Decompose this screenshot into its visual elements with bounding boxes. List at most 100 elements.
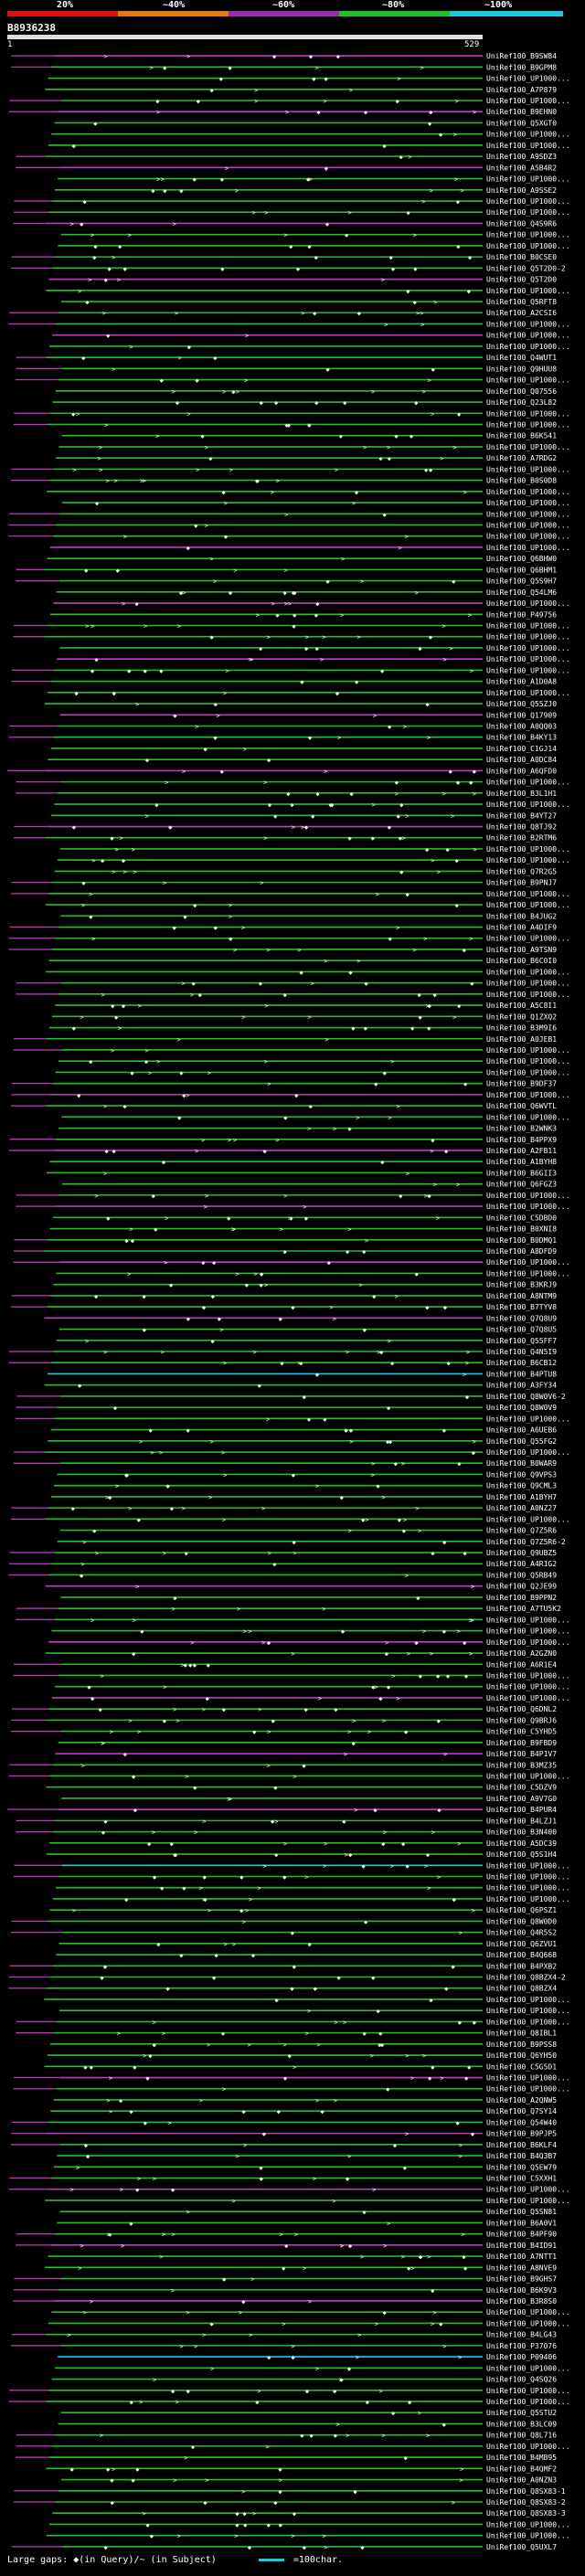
hit-label[interactable]: UniRef100_UP1000... xyxy=(486,2197,570,2205)
hit-label[interactable]: UniRef100_UP1000... xyxy=(486,488,570,496)
hit-label[interactable]: UniRef100_UP1000... xyxy=(486,1694,570,1702)
hit-label[interactable]: UniRef100_UP1000... xyxy=(486,2007,570,2015)
hit-label[interactable]: UniRef100_Q6WVTL xyxy=(486,1102,557,1110)
hit-label[interactable]: UniRef100_Q2JE99 xyxy=(486,1583,557,1591)
hit-label[interactable]: UniRef100_UP1000... xyxy=(486,2387,570,2395)
hit-label[interactable]: UniRef100_UP1000... xyxy=(486,1068,570,1076)
hit-label[interactable]: UniRef100_Q7SY14 xyxy=(486,2107,557,2115)
hit-label[interactable]: UniRef100_Q4S9R6 xyxy=(486,219,557,228)
hit-label[interactable]: UniRef100_Q9VPS3 xyxy=(486,1470,557,1479)
hit-label[interactable]: UniRef100_B6GII3 xyxy=(486,1169,557,1177)
hit-label[interactable]: UniRef100_Q6ZVU1 xyxy=(486,1940,557,1948)
hit-label[interactable]: UniRef100_B6KLF4 xyxy=(486,2141,557,2149)
hit-label[interactable]: UniRef100_B4Q668 xyxy=(486,1951,557,1959)
hit-label[interactable]: UniRef100_B9PJP5 xyxy=(486,2130,557,2138)
hit-label[interactable]: UniRef100_Q55ZJ0 xyxy=(486,700,557,708)
hit-label[interactable]: UniRef100_P09406 xyxy=(486,2353,557,2361)
hit-label[interactable]: UniRef100_UP1000... xyxy=(486,655,570,663)
hit-label[interactable]: UniRef100_UP1000... xyxy=(486,1872,570,1881)
hit-label[interactable]: UniRef100_UP1000... xyxy=(486,845,570,853)
hit-label[interactable]: UniRef100_Q5XGT0 xyxy=(486,119,557,127)
hit-label[interactable]: UniRef100_Q6YH50 xyxy=(486,2051,557,2060)
hit-label[interactable]: UniRef100_P49756 xyxy=(486,610,557,619)
hit-label[interactable]: UniRef100_A4R1G2 xyxy=(486,1560,557,1568)
hit-label[interactable]: UniRef100_UP1000... xyxy=(486,1627,570,1636)
hit-label[interactable]: UniRef100_B3L1H1 xyxy=(486,790,557,798)
hit-label[interactable]: UniRef100_Q5S1H4 xyxy=(486,1850,557,1859)
hit-label[interactable]: UniRef100_B9GHS7 xyxy=(486,2275,557,2284)
hit-label[interactable]: UniRef100_Q4SQ26 xyxy=(486,2376,557,2384)
hit-label[interactable]: UniRef100_B9PPN2 xyxy=(486,1594,557,1602)
hit-label[interactable]: UniRef100_A0JEB1 xyxy=(486,1035,557,1044)
hit-label[interactable]: UniRef100_B9EHN0 xyxy=(486,108,557,116)
hit-label[interactable]: UniRef100_UP1000... xyxy=(486,2319,570,2327)
hit-label[interactable]: UniRef100_A9SDZ3 xyxy=(486,153,557,161)
hit-label[interactable]: UniRef100_UP1000... xyxy=(486,544,570,552)
hit-label[interactable]: UniRef100_C5XXH1 xyxy=(486,2175,557,2183)
hit-label[interactable]: UniRef100_B4MB95 xyxy=(486,2454,557,2462)
hit-label[interactable]: UniRef100_UP1000... xyxy=(486,779,570,787)
hit-label[interactable]: UniRef100_UP1000... xyxy=(486,1448,570,1457)
hit-label[interactable]: UniRef100_A7TU5K2 xyxy=(486,1605,561,1613)
hit-label[interactable]: UniRef100_B3R8S0 xyxy=(486,2297,557,2306)
hit-label[interactable]: UniRef100_UP1000... xyxy=(486,1415,570,1423)
hit-label[interactable]: UniRef100_UP1000... xyxy=(486,890,570,898)
hit-label[interactable]: UniRef100_B0CSE0 xyxy=(486,253,557,261)
hit-label[interactable]: UniRef100_UP1000... xyxy=(486,935,570,943)
hit-label[interactable]: UniRef100_UP1000... xyxy=(486,131,570,139)
hit-label[interactable]: UniRef100_A6QFD0 xyxy=(486,767,557,775)
hit-label[interactable]: UniRef100_A9TSN9 xyxy=(486,946,557,954)
hit-label[interactable]: UniRef100_A8DFD9 xyxy=(486,1247,557,1256)
hit-label[interactable]: UniRef100_Q8BZX4-2 xyxy=(486,1974,566,1982)
hit-label[interactable]: UniRef100_UP1000... xyxy=(486,521,570,529)
hit-label[interactable]: UniRef100_B0XNI8 xyxy=(486,1225,557,1234)
hit-label[interactable]: UniRef100_UP1000... xyxy=(486,142,570,150)
hit-label[interactable]: UniRef100_Q9CML3 xyxy=(486,1482,557,1490)
hit-label[interactable]: UniRef100_B4KY13 xyxy=(486,734,557,742)
hit-label[interactable]: UniRef100_B0WAR9 xyxy=(486,1459,557,1468)
hit-label[interactable]: UniRef100_B2RTM6 xyxy=(486,834,557,843)
hit-label[interactable]: UniRef100_UP1000... xyxy=(486,2186,570,2194)
hit-label[interactable]: UniRef100_Q8SX83-2 xyxy=(486,2498,566,2507)
hit-label[interactable]: UniRef100_A7RDG2 xyxy=(486,454,557,462)
hit-label[interactable]: UniRef100_Q5RB49 xyxy=(486,1571,557,1579)
hit-label[interactable]: UniRef100_Q4WUT1 xyxy=(486,354,557,362)
hit-label[interactable]: UniRef100_UP1000... xyxy=(486,1091,570,1099)
hit-label[interactable]: UniRef100_UP1000... xyxy=(486,2308,570,2316)
hit-label[interactable]: UniRef100_Q6FGZ3 xyxy=(486,1181,557,1189)
hit-label[interactable]: UniRef100_B4YT27 xyxy=(486,811,557,820)
hit-label[interactable]: UniRef100_Q7Z5R6-2 xyxy=(486,1538,566,1546)
hit-label[interactable]: UniRef100_B4QMF2 xyxy=(486,2465,557,2473)
hit-label[interactable]: UniRef100_A1BYH7 xyxy=(486,1493,557,1501)
hit-label[interactable]: UniRef100_A5C8I1 xyxy=(486,1002,557,1010)
hit-label[interactable]: UniRef100_A2FB11 xyxy=(486,1147,557,1155)
hit-label[interactable]: UniRef100_Q5T2D0 xyxy=(486,276,557,284)
hit-label[interactable]: UniRef100_B9PSS8 xyxy=(486,2041,557,2049)
hit-label[interactable]: UniRef100_UP1000... xyxy=(486,2398,570,2406)
hit-label[interactable]: UniRef100_B6K541 xyxy=(486,432,557,440)
hit-label[interactable]: UniRef100_Q55FF7 xyxy=(486,1337,557,1345)
hit-label[interactable]: UniRef100_UP1000... xyxy=(486,343,570,351)
hit-label[interactable]: UniRef100_Q5EW79 xyxy=(486,2163,557,2171)
hit-label[interactable]: UniRef100_Q8SX83-3 xyxy=(486,2509,566,2518)
hit-label[interactable]: UniRef100_UP1000... xyxy=(486,621,570,630)
hit-label[interactable]: UniRef100_Q7Q8U9 xyxy=(486,1314,557,1322)
hit-label[interactable]: UniRef100_B4P1V7 xyxy=(486,1750,557,1758)
hit-label[interactable]: UniRef100_Q5T2D0-2 xyxy=(486,264,566,272)
hit-label[interactable]: UniRef100_UP1000... xyxy=(486,1861,570,1870)
hit-label[interactable]: UniRef100_Q55FG2 xyxy=(486,1437,557,1446)
hit-label[interactable]: UniRef100_Q5RFT8 xyxy=(486,298,557,306)
hit-label[interactable]: UniRef100_Q1ZXQ2 xyxy=(486,1012,557,1021)
hit-label[interactable]: UniRef100_B3MZ35 xyxy=(486,1761,557,1769)
hit-label[interactable]: UniRef100_B3LC09 xyxy=(486,2420,557,2428)
hit-label[interactable]: UniRef100_B9DF37 xyxy=(486,1080,557,1088)
hit-label[interactable]: UniRef100_UP1000... xyxy=(486,599,570,608)
hit-label[interactable]: UniRef100_UP1000... xyxy=(486,1895,570,1903)
hit-label[interactable]: UniRef100_UP1000... xyxy=(486,332,570,340)
hit-label[interactable]: UniRef100_P37076 xyxy=(486,2342,557,2350)
hit-label[interactable]: UniRef100_A1D0A8 xyxy=(486,678,557,686)
hit-label[interactable]: UniRef100_B3KRJ9 xyxy=(486,1281,557,1289)
hit-label[interactable]: UniRef100_Q8W0V6-2 xyxy=(486,1393,566,1401)
hit-label[interactable]: UniRef100_B6K9V3 xyxy=(486,2286,557,2295)
hit-label[interactable]: UniRef100_UP1000... xyxy=(486,689,570,697)
